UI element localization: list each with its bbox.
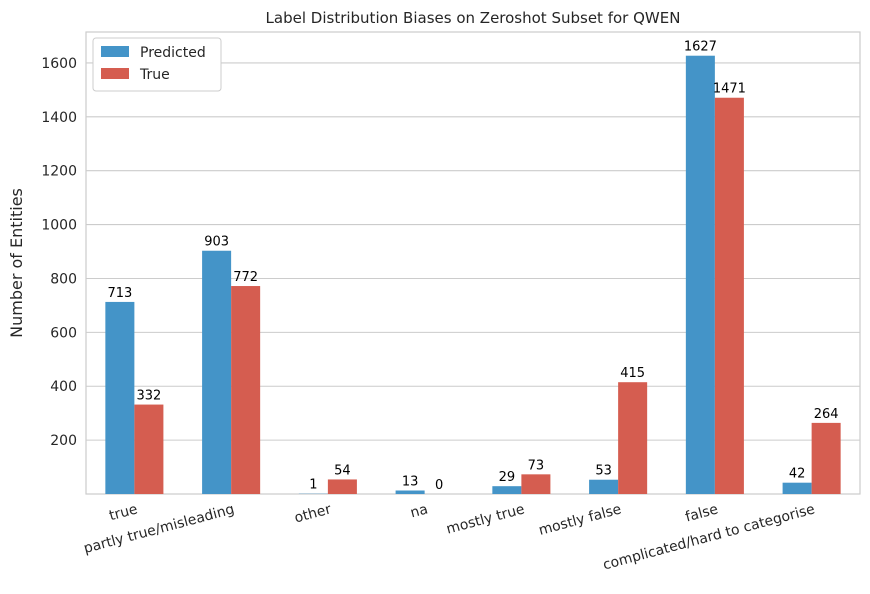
x-tick-label: true [108,501,140,524]
bar-true [134,404,164,494]
bar-predicted [492,486,522,494]
legend-swatch-predicted [101,46,129,57]
bar-true [521,474,551,494]
bar-predicted [395,490,425,494]
bar-predicted [782,482,812,494]
data-label: 415 [620,366,645,381]
bar-true [811,422,841,494]
data-label: 29 [499,470,516,485]
data-label: 264 [814,407,839,422]
y-tick-label: 400 [50,379,77,395]
x-tick-label: false [684,501,720,525]
data-label: 1627 [684,40,717,55]
y-tick-label: 600 [50,325,77,341]
data-label: 332 [136,389,161,404]
y-axis-ticks: 200 400 600 800 1000 1200 1400 1600 [41,56,77,449]
data-label: 73 [528,458,545,473]
data-label: 53 [595,464,612,479]
legend-swatch-true [101,68,129,79]
data-labels: 713 332 903 772 1 54 13 0 29 73 53 415 1627 1471 42 264 [107,40,838,493]
data-label: 54 [334,463,351,478]
bar-predicted [685,55,715,495]
y-tick-label: 1000 [41,218,77,234]
bar-predicted [202,250,232,494]
bar-predicted [105,301,135,494]
bar-true [714,97,744,494]
bar-true [618,382,648,494]
y-tick-label: 800 [50,271,77,287]
y-tick-label: 1600 [41,56,77,72]
data-label: 1 [309,478,317,493]
x-tick-label: mostly true [445,501,527,537]
bars [105,55,841,495]
y-tick-label: 1400 [41,110,77,126]
y-tick-label: 200 [50,433,77,449]
y-axis-label: Number of Entities [7,188,26,338]
bar-predicted [589,479,619,494]
x-tick-label: partly true/misleading [82,501,236,557]
y-tick-label: 1200 [41,164,77,180]
data-label: 0 [435,478,443,493]
bar-true [231,286,261,494]
chart-title: Label Distribution Biases on Zeroshot Su… [266,9,681,27]
data-label: 13 [402,474,419,489]
x-tick-label: na [409,501,430,521]
x-tick-label: other [293,501,333,526]
legend: Predicted True [92,37,222,92]
data-label: 713 [107,286,132,301]
bar-true [327,479,357,494]
data-label: 42 [789,467,806,482]
data-label: 903 [204,235,229,250]
data-label: 1471 [713,82,746,97]
x-tick-label: mostly false [537,501,623,538]
legend-label-predicted: Predicted [140,45,206,61]
legend-label-true: True [139,67,170,83]
data-label: 772 [233,270,258,285]
